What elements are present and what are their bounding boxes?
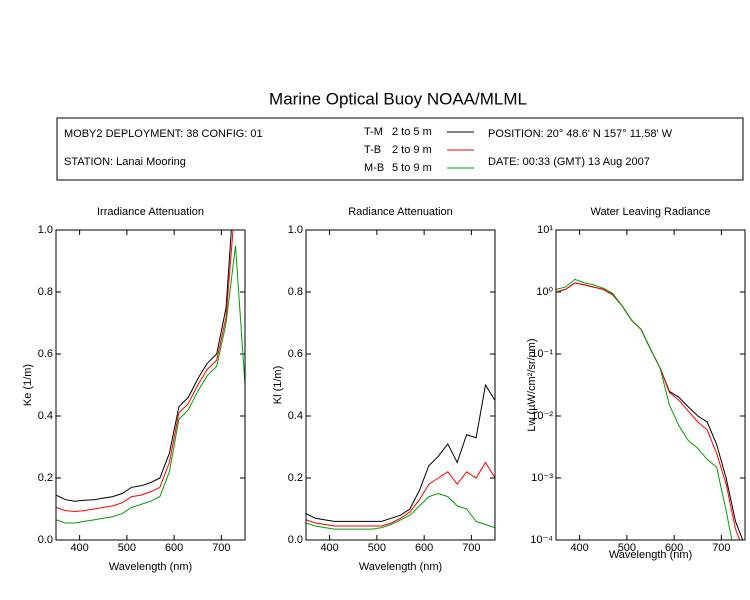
y-tick-label: 10¹ [537,224,553,236]
plot-frame [555,229,746,541]
x-tick-label: 400 [570,542,588,554]
plot-lines [56,230,245,524]
position: POSITION: 20° 48.6' N 157° 11.58' W [488,128,673,140]
series-line [56,245,245,524]
page-title: Marine Optical Buoy NOAA/MLML [269,89,527,108]
y-tick-label: 10⁻² [531,410,553,422]
info-box [56,117,744,181]
series-line [556,282,741,540]
plot-lines [556,278,744,540]
y-tick-label: 0.8 [288,286,303,298]
plot-frame [55,229,246,541]
legend-depth: 2 to 9 m [392,144,432,156]
y-tick-label: 1.0 [38,224,53,236]
series-line [306,492,495,530]
x-tick-label: 700 [212,542,230,554]
y-tick-label: 0.6 [288,348,303,360]
y-tick-label: 10⁻³ [531,472,553,484]
x-tick-label: 500 [368,542,386,554]
series-line [306,461,495,527]
series-line [56,230,232,502]
x-tick-label: 700 [712,542,730,554]
x-tick-label: 400 [320,542,338,554]
y-tick-label: 0.6 [38,348,53,360]
deployment: MOBY2 DEPLOYMENT: 38 CONFIG: 01 [64,128,263,140]
x-tick-label: 600 [665,542,683,554]
y-axis-label: Lw (µW/cm²/sr/nm) [526,338,538,431]
y-axis-label: Ke (1/m) [22,364,34,406]
station: STATION: Lanai Mooring [64,156,186,168]
y-tick-label: 10⁰ [536,286,553,298]
date: DATE: 00:33 (GMT) 13 Aug 2007 [488,156,650,168]
x-axis-label: Wavelength (nm) [109,561,192,573]
legend-label: M-B [364,162,384,174]
chart-title: Water Leaving Radiance [590,206,710,218]
series-line [556,282,744,540]
x-tick-label: 600 [415,542,433,554]
y-tick-label: 10⁻¹ [531,348,553,360]
x-tick-label: 400 [70,542,88,554]
x-axis-label: Wavelength (nm) [609,549,692,561]
series-line [306,383,495,522]
y-tick-label: 0.0 [38,534,53,546]
x-tick-label: 500 [618,542,636,554]
y-tick-label: 0.8 [38,286,53,298]
x-tick-label: 700 [462,542,480,554]
legend-depth: 5 to 9 m [392,162,432,174]
y-tick-label: 0.2 [38,472,53,484]
y-tick-label: 0.4 [288,410,303,422]
x-tick-label: 600 [165,542,183,554]
y-tick-label: 0.4 [38,410,53,422]
y-tick-label: 1.0 [288,224,303,236]
x-axis-label: Wavelength (nm) [359,561,442,573]
y-tick-label: 0.2 [288,472,303,484]
series-line [556,278,733,540]
legend-depth: 2 to 5 m [392,126,432,138]
legend-label: T-B [364,144,381,156]
y-tick-label: 0.0 [288,534,303,546]
legend-label: T-M [364,126,383,138]
plot-frame [305,229,496,541]
y-axis-label: Kl (1/m) [272,366,284,405]
chart-title: Irradiance Attenuation [97,206,204,218]
chart-title: Radiance Attenuation [348,206,453,218]
series-line [56,230,234,513]
x-tick-label: 500 [118,542,136,554]
y-tick-label: 10⁻⁴ [530,534,553,546]
plot-lines [306,383,495,530]
